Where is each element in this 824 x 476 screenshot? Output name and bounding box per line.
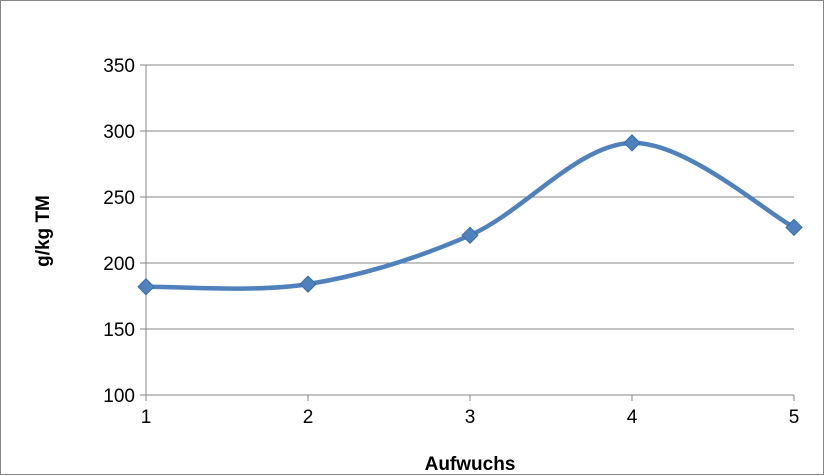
y-tick-label: 150	[103, 320, 135, 341]
data-point-marker	[623, 134, 641, 152]
series-group	[137, 134, 803, 296]
y-axis-title: g/kg TM	[33, 195, 54, 267]
x-tick-label: 4	[627, 407, 638, 428]
x-tick-label: 1	[141, 407, 152, 428]
x-tick-label: 2	[303, 407, 314, 428]
x-axis-title: Aufwuchs	[425, 454, 516, 475]
y-tick-label: 200	[103, 254, 135, 275]
data-point-marker	[785, 218, 803, 237]
data-point-marker	[299, 275, 317, 293]
y-tick-label: 300	[103, 122, 135, 143]
y-tick-label: 250	[103, 188, 135, 209]
tick-labels: 100 150 200 250 300 350 1 2 3 4 5	[103, 56, 799, 428]
series-line-1	[143, 140, 797, 291]
y-tick-label: 100	[103, 386, 135, 407]
axes	[140, 64, 795, 401]
grid-lines	[146, 64, 794, 330]
x-tick-label: 3	[465, 407, 476, 428]
y-tick-label: 350	[103, 56, 135, 77]
x-tick-label: 5	[789, 407, 800, 428]
data-point-marker	[137, 278, 155, 296]
data-point-marker	[461, 226, 479, 244]
